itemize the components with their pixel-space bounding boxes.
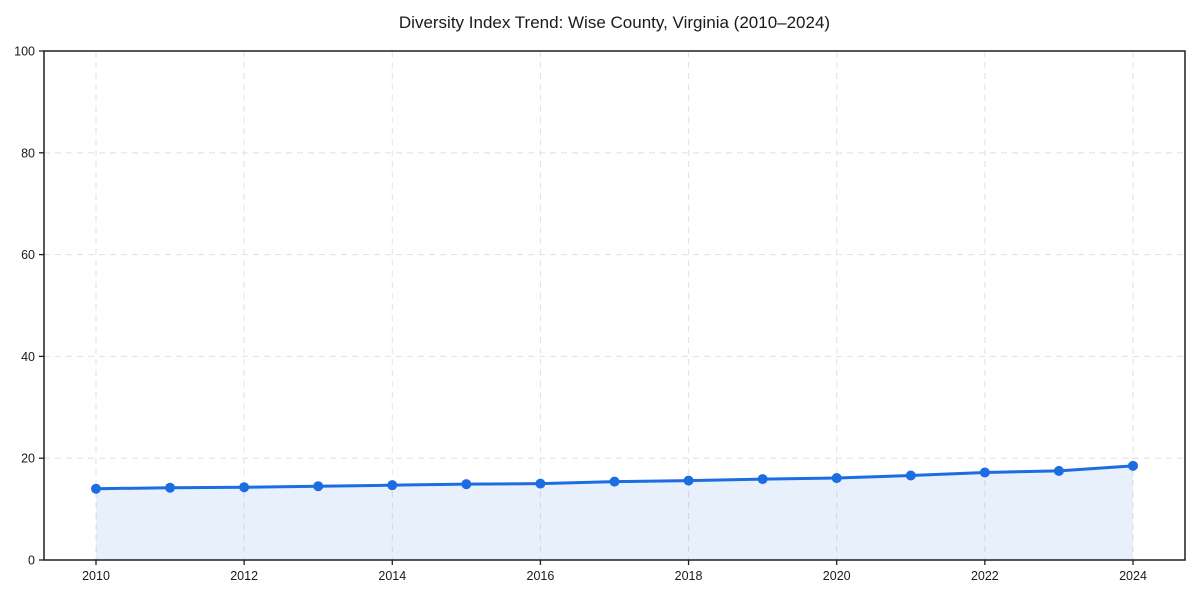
- data-point: [313, 481, 324, 492]
- x-tick-label: 2018: [675, 569, 703, 583]
- x-tick-label: 2010: [82, 569, 110, 583]
- x-tick-label: 2016: [527, 569, 555, 583]
- y-tick-label: 20: [21, 452, 35, 466]
- data-point: [609, 476, 620, 487]
- chart-title: Diversity Index Trend: Wise County, Virg…: [398, 13, 831, 32]
- x-tick-label: 2024: [1119, 569, 1147, 583]
- data-point: [91, 483, 101, 494]
- data-point: [757, 474, 768, 485]
- data-point: [831, 473, 842, 484]
- data-point: [535, 478, 546, 489]
- area-fill: [96, 465, 1133, 560]
- data-point: [239, 482, 250, 493]
- data-point: [1128, 460, 1138, 471]
- data-point: [683, 475, 694, 486]
- data-point: [387, 480, 398, 491]
- y-tick-label: 80: [21, 146, 35, 160]
- y-tick-label: 60: [21, 248, 35, 262]
- plot-border: [43, 50, 1186, 561]
- x-tick-label: 2022: [971, 569, 999, 583]
- x-tick-label: 2014: [378, 569, 406, 583]
- data-point: [1053, 465, 1064, 476]
- x-tick-label: 2012: [230, 569, 258, 583]
- data-point: [165, 482, 176, 493]
- data-point: [905, 470, 916, 481]
- data-point: [461, 479, 472, 490]
- y-tick-label: 0: [28, 554, 35, 568]
- data-point: [979, 467, 990, 478]
- y-tick-label: 40: [21, 350, 35, 364]
- x-tick-label: 2020: [823, 569, 851, 583]
- y-tick-label: 100: [14, 45, 35, 59]
